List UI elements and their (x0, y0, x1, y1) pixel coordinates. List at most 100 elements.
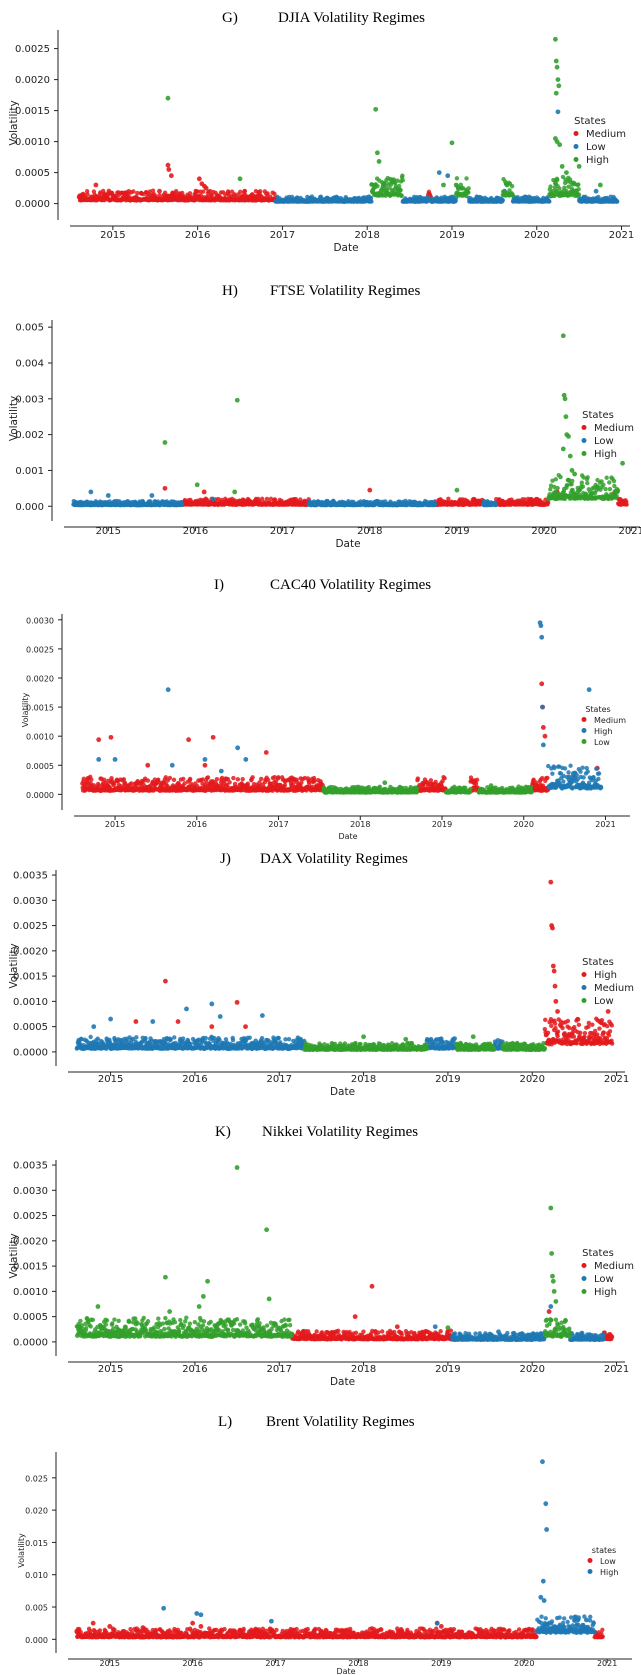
x-tick-label: 2015 (98, 1074, 123, 1085)
data-point (168, 173, 174, 179)
data-point (528, 784, 534, 790)
data-point (563, 414, 569, 420)
data-point (180, 190, 185, 196)
y-tick-label: 0.0030 (13, 896, 48, 907)
data-point (590, 1022, 595, 1027)
y-tick-label: 0.005 (15, 323, 44, 334)
data-point (232, 489, 238, 495)
data-point (445, 173, 451, 179)
x-tick-label: 2020 (514, 820, 534, 829)
data-point (169, 762, 175, 768)
data-point (265, 191, 270, 196)
series-low (273, 109, 620, 204)
y-tick-label: 0.0010 (13, 997, 48, 1008)
data-point (555, 485, 560, 491)
data-point (493, 502, 499, 507)
data-point (597, 182, 603, 188)
data-point (238, 189, 243, 195)
data-point (540, 742, 546, 748)
series-high (133, 879, 615, 1047)
data-point (553, 1025, 558, 1031)
y-tick-label: 0.0010 (26, 733, 54, 742)
data-point (504, 182, 510, 188)
data-point (187, 191, 193, 196)
y-tick-label: 0.0010 (15, 137, 50, 148)
data-point (166, 167, 172, 172)
panel-label: G) (222, 10, 238, 26)
data-point (474, 777, 480, 783)
legend-title: States (585, 705, 610, 714)
data-point (205, 775, 211, 780)
data-point (593, 188, 599, 194)
x-tick-label: 2018 (357, 526, 382, 537)
data-point (607, 1029, 613, 1034)
data-point (585, 769, 590, 774)
data-point (596, 771, 602, 776)
data-point (570, 478, 575, 484)
series-medium (76, 162, 532, 203)
x-tick-label: 2017 (270, 230, 295, 241)
data-point (466, 186, 471, 191)
data-point (263, 750, 269, 755)
panel-dax: J) DAX Volatility Regimes0.00000.00050.00… (8, 851, 634, 1098)
x-tick-label: 2018 (351, 1074, 376, 1085)
data-point (105, 493, 111, 498)
legend-marker (581, 739, 587, 744)
data-point (157, 188, 162, 194)
data-point (231, 775, 236, 781)
data-point (237, 176, 243, 182)
data-point (582, 1030, 588, 1036)
data-point (560, 446, 566, 452)
legend-marker (581, 451, 587, 456)
x-tick-label: 2017 (270, 526, 295, 537)
data-point (598, 785, 604, 790)
legend-entry: High (594, 727, 612, 736)
y-tick-label: 0.0025 (15, 44, 50, 55)
data-point (400, 177, 405, 183)
legend-entry: Medium (586, 129, 626, 140)
y-tick-label: 0.000 (15, 502, 44, 513)
data-point (601, 1030, 606, 1035)
y-tick-label: 0.0020 (26, 675, 54, 684)
data-point (145, 762, 151, 768)
data-point (586, 687, 592, 693)
data-point (614, 493, 619, 499)
data-point (539, 634, 545, 640)
data-point (96, 757, 102, 762)
legend-marker (573, 157, 579, 162)
y-tick-label: 0.0015 (26, 704, 54, 713)
x-axis-label: Date (333, 242, 358, 254)
data-point (555, 109, 561, 115)
x-tick-label: 2018 (350, 820, 370, 829)
data-point (464, 176, 469, 181)
x-tick-label: 2017 (268, 820, 288, 829)
panel-label: I) (214, 577, 224, 593)
y-tick-label: 0.0000 (13, 1047, 48, 1058)
data-point (307, 781, 312, 786)
x-tick-label: 2015 (105, 820, 125, 829)
data-point (509, 183, 515, 189)
data-point (376, 159, 382, 164)
data-point (594, 766, 599, 771)
x-tick-label: 2020 (520, 1074, 545, 1085)
data-point (173, 188, 179, 194)
x-tick-label: 2016 (183, 526, 208, 537)
data-point (194, 482, 200, 488)
panel-label: H) (222, 283, 238, 299)
legend-entry: High (586, 155, 609, 166)
chart-title: CAC40 Volatility Regimes (270, 577, 431, 593)
data-point (553, 58, 559, 64)
data-point (561, 779, 566, 784)
series-high (162, 333, 625, 502)
data-point (167, 775, 173, 781)
data-point (603, 486, 608, 492)
y-axis-label: Volatility (8, 396, 20, 441)
data-point (552, 36, 558, 42)
data-point (540, 704, 545, 710)
data-point (606, 1033, 612, 1038)
data-point (557, 142, 563, 148)
data-point (272, 191, 277, 196)
data-point (414, 790, 420, 795)
y-tick-label: 0.0035 (13, 871, 48, 882)
